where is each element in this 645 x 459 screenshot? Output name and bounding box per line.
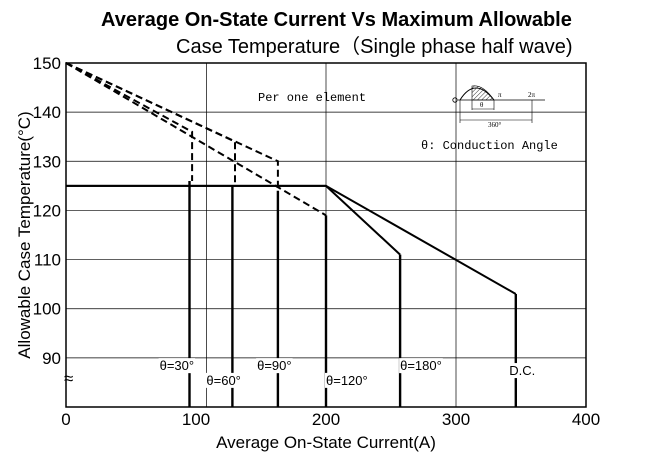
- series-label-bg: [256, 358, 293, 374]
- waveform-inset-icon: θ π 2π 360°: [452, 85, 545, 129]
- series-line: [66, 184, 517, 295]
- y-axis-label: Allowable Case Temperature(°C): [15, 111, 34, 358]
- series-label-bg: [399, 358, 443, 374]
- y-tick-label: 120: [33, 201, 61, 220]
- series-label: θ=90°: [257, 358, 291, 373]
- inset-theta-label: θ: [480, 101, 484, 109]
- series-label: θ=60°: [206, 373, 240, 388]
- x-tick-label: 400: [572, 410, 600, 429]
- x-tick-labels: 0 100 200 300 400: [61, 410, 600, 429]
- series-line: [65, 62, 279, 191]
- series-label: θ=180°: [400, 358, 442, 373]
- x-tick-label: 100: [182, 410, 210, 429]
- inset-pi-label: π: [498, 91, 502, 99]
- inset-360-label: 360°: [488, 121, 502, 129]
- series-label-bg: [158, 358, 196, 374]
- series-line: [65, 62, 236, 186]
- inset-2pi-label: 2π: [528, 91, 536, 99]
- series-group: [65, 62, 517, 407]
- chart-title: Average On-State Current Vs Maximum Allo…: [101, 9, 572, 31]
- y-tick-label: 140: [33, 103, 61, 122]
- series-label-bg: [205, 372, 242, 388]
- y-tick-label: 100: [33, 300, 61, 319]
- grid-lines: [66, 63, 586, 407]
- series-line: [65, 62, 327, 217]
- axis-break-symbol: ≈: [64, 369, 73, 388]
- y-tick-label: 150: [33, 54, 61, 73]
- series-line: [65, 62, 194, 181]
- series-label-bg: [325, 372, 369, 388]
- y-tick-label: 90: [42, 349, 61, 368]
- x-tick-label: 0: [61, 410, 70, 429]
- x-tick-label: 200: [312, 410, 340, 429]
- series-label: θ=120°: [326, 373, 368, 388]
- annotation-per-element: Per one element: [258, 91, 366, 105]
- series-label: θ=30°: [160, 358, 194, 373]
- chart-subtitle: Case Temperature（Single phase half wave): [176, 35, 573, 58]
- y-tick-label: 130: [33, 152, 61, 171]
- y-tick-label: 110: [34, 251, 61, 270]
- series-label-bg: [508, 363, 537, 379]
- y-tick-labels: 90 100 110 120 130 140 150: [33, 54, 61, 368]
- x-axis-label: Average On-State Current(A): [216, 433, 436, 452]
- series-label: D.C.: [509, 363, 535, 378]
- annotation-conduction-angle: θ: Conduction Angle: [421, 139, 558, 153]
- series-labels: θ=30° θ=60° θ=90° θ=120° θ=180° D.C.: [158, 358, 537, 388]
- x-tick-label: 300: [442, 410, 470, 429]
